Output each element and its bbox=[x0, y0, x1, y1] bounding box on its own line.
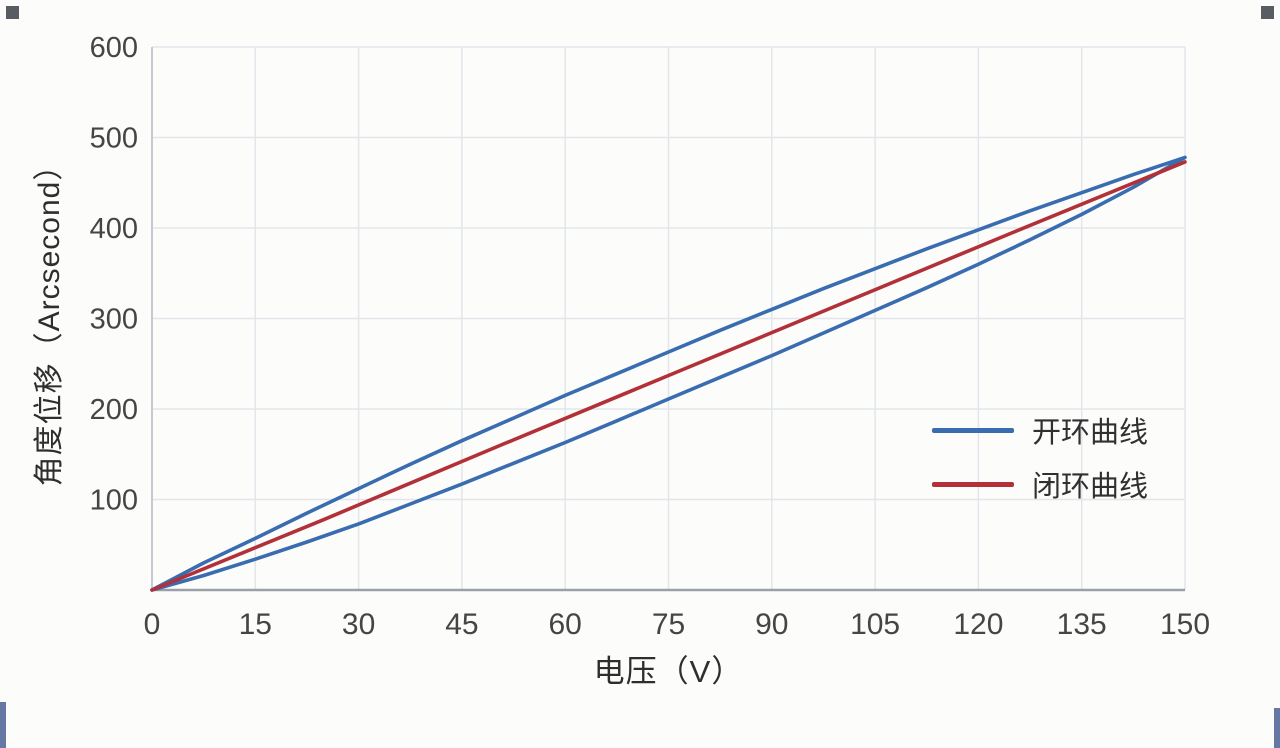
corner-artifact-top-right bbox=[1261, 6, 1274, 19]
svg-text:400: 400 bbox=[90, 213, 138, 245]
svg-text:135: 135 bbox=[1057, 608, 1107, 641]
open-loop-line-swatch bbox=[932, 427, 1014, 433]
y-axis-title: 角度位移（Arcsecond） bbox=[33, 149, 66, 487]
corner-artifact-bottom-right bbox=[1274, 708, 1280, 748]
svg-text:90: 90 bbox=[755, 608, 788, 641]
svg-text:60: 60 bbox=[549, 608, 582, 641]
svg-text:0: 0 bbox=[144, 608, 161, 641]
svg-text:30: 30 bbox=[342, 608, 375, 641]
legend-item-closed-loop: 闭环曲线 bbox=[932, 463, 1148, 505]
legend: 开环曲线 闭环曲线 bbox=[932, 409, 1148, 505]
svg-text:15: 15 bbox=[239, 608, 272, 641]
corner-artifact-bottom-left bbox=[0, 702, 6, 748]
svg-text:500: 500 bbox=[90, 123, 138, 155]
closed-loop-legend-label: 闭环曲线 bbox=[1032, 471, 1149, 503]
svg-text:600: 600 bbox=[90, 32, 138, 64]
svg-text:300: 300 bbox=[90, 304, 138, 336]
svg-text:100: 100 bbox=[90, 485, 138, 517]
svg-text:150: 150 bbox=[1160, 608, 1210, 641]
svg-text:45: 45 bbox=[445, 608, 478, 641]
svg-text:120: 120 bbox=[953, 608, 1003, 641]
svg-text:105: 105 bbox=[850, 608, 900, 641]
svg-text:75: 75 bbox=[652, 608, 685, 641]
legend-item-open-loop: 开环曲线 bbox=[932, 409, 1148, 451]
open-loop-legend-label: 开环曲线 bbox=[1032, 417, 1149, 449]
corner-artifact-top-left bbox=[6, 6, 19, 19]
closed-loop-line-swatch bbox=[932, 481, 1014, 487]
svg-text:200: 200 bbox=[90, 394, 138, 426]
x-axis-title: 电压（V） bbox=[593, 654, 744, 689]
